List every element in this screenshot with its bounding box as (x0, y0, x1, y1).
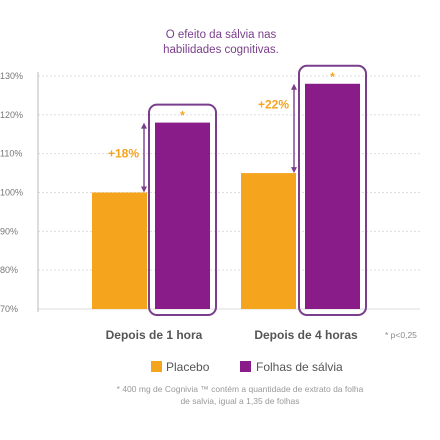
highlight-box-1 (148, 103, 217, 316)
increase-arrows (141, 83, 297, 193)
legend-label-salvia: Folhas de sálvia (256, 360, 343, 374)
legend-swatch-salvia (240, 361, 251, 372)
y-tick-label: 110% (0, 149, 22, 159)
significance-star-1: * (180, 109, 185, 123)
footnote-line-1: * 400 mg de Cognivia ™ contém a quantida… (117, 384, 364, 394)
y-tick-label: 120% (0, 110, 23, 120)
chart-title-line-2: habilidades cognitivas. (163, 44, 279, 56)
y-tick-label: 90% (0, 226, 18, 236)
bars (92, 83, 360, 310)
increase-label-2: +22% (258, 97, 289, 111)
bar-salvia-1 (155, 122, 210, 309)
y-axis-ticks: 130% 120% 110% 100% 90% 80% 70% (0, 71, 23, 314)
arrow-head-top-2 (291, 83, 297, 90)
arrow-head-top-1 (141, 122, 147, 129)
significance-note: * p<0,25 (385, 330, 417, 340)
bar-placebo-1 (92, 192, 147, 309)
footnote-line-2: de salvia, igual a 1,35 de folhas (180, 396, 299, 406)
bar-placebo-2 (241, 173, 296, 309)
category-labels: Depois de 1 hora Depois de 4 horas (106, 328, 358, 342)
legend-swatch-placebo (151, 361, 162, 372)
increase-label-1: +18% (108, 147, 139, 161)
bar-salvia-2 (305, 83, 360, 310)
category-label-1: Depois de 1 hora (106, 328, 203, 342)
increase-labels: +18% +22% (108, 97, 289, 160)
y-tick-label: 80% (0, 265, 18, 275)
chart-title-line-1: O efeito da sálvia nas (166, 29, 277, 41)
y-tick-label: 70% (0, 304, 18, 314)
y-tick-label: 130% (0, 71, 23, 81)
y-tick-label: 100% (0, 188, 23, 198)
highlight-boxes: ** (148, 64, 367, 317)
arrow-head-bottom-2 (291, 167, 297, 174)
highlight-box-2 (298, 64, 367, 317)
legend-label-placebo: Placebo (166, 360, 210, 374)
category-label-2: Depois de 4 horas (254, 328, 358, 342)
legend: Placebo Folhas de sálvia (151, 360, 343, 374)
arrow-head-bottom-1 (141, 186, 147, 193)
significance-star-2: * (330, 70, 335, 84)
